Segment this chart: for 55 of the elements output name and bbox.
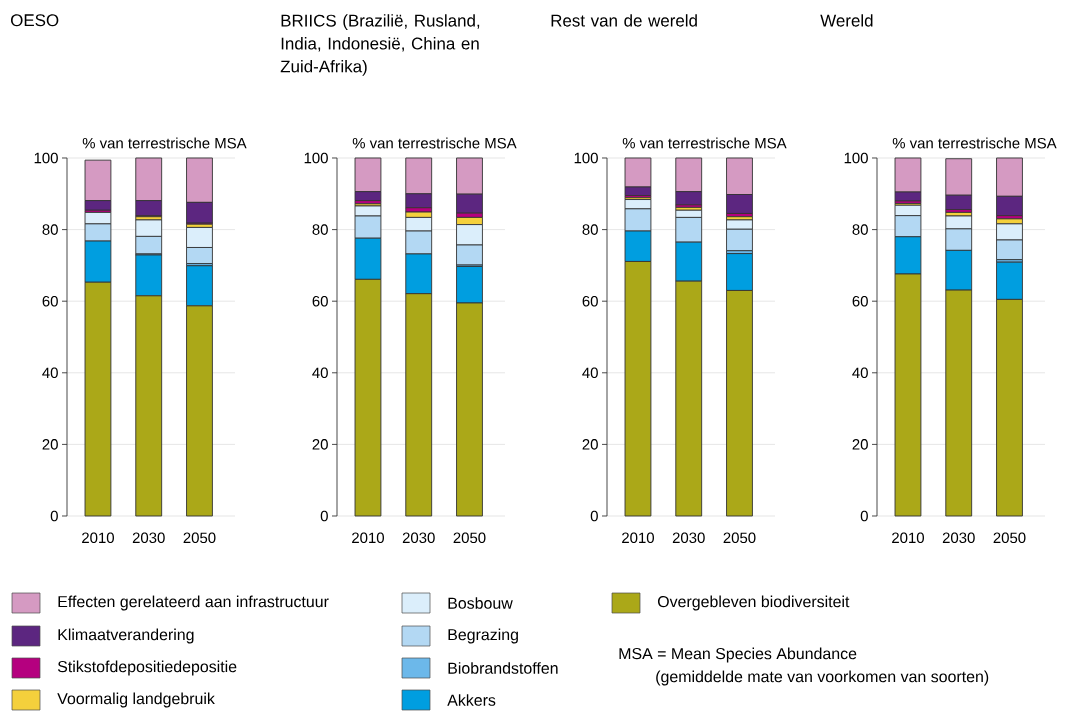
x-tick-label: 2010 (82, 532, 114, 544)
x-tick-label: 2030 (132, 532, 165, 544)
x-tick-label: 2050 (453, 532, 486, 544)
y-tick-label: 80 (582, 224, 598, 235)
y-tick-label: 60 (312, 295, 328, 307)
chart-title: Rest van de wereld (551, 14, 697, 27)
y-tick-label: 80 (312, 224, 328, 235)
x-tick-label: 2010 (892, 532, 924, 544)
y-axis-title: % van terrestrische MSA (892, 137, 1057, 149)
legend-label: Bosbouw (448, 597, 513, 609)
x-tick-label: 2050 (993, 532, 1026, 544)
legend-label: Begrazing (448, 628, 518, 644)
chart-title: BRIICS (Brazilië, Rusland, India, Indonesië, China en Zuid-Afrika) (280, 14, 480, 76)
y-tick-label: 0 (320, 510, 328, 522)
legend-label: Effecten gerelateerd aan infrastructuur (58, 595, 329, 611)
y-tick-label: 60 (582, 295, 598, 307)
y-axis-title: % van terrestrische MSA (352, 137, 517, 149)
y-tick-label: 80 (42, 224, 58, 235)
x-tick-label: 2050 (183, 532, 216, 544)
y-tick-label: 100 (844, 152, 868, 164)
x-tick-label: 2030 (942, 532, 975, 544)
y-tick-label: 80 (852, 224, 868, 235)
y-tick-label: 0 (50, 510, 58, 522)
y-tick-label: 20 (582, 439, 598, 450)
y-tick-label: 20 (852, 439, 868, 450)
y-tick-label: 40 (852, 367, 868, 379)
x-tick-label: 2050 (723, 532, 756, 544)
y-tick-label: 100 (574, 152, 598, 164)
y-tick-label: 100 (304, 152, 328, 164)
text: MSA = Mean Species Abundance (619, 647, 857, 663)
y-tick-label: 20 (42, 439, 58, 450)
x-tick-label: 2030 (402, 532, 435, 544)
chart-title: OESO (11, 14, 59, 27)
legend-label: Biobrandstoffen (448, 662, 558, 674)
y-axis-title: % van terrestrische MSA (622, 137, 787, 149)
legend-label: Akkers (447, 694, 496, 706)
legend-label: Voormalig landgebruik (57, 692, 215, 708)
y-tick-label: 40 (312, 367, 328, 379)
y-tick-label: 0 (590, 510, 598, 522)
y-tick-label: 20 (312, 439, 328, 450)
y-tick-label: 60 (42, 295, 58, 307)
y-tick-label: 0 (860, 510, 868, 522)
y-tick-label: 40 (582, 367, 598, 379)
x-tick-label: 2010 (352, 532, 384, 544)
y-tick-label: 100 (34, 152, 58, 164)
chart-title: Wereld (820, 14, 873, 27)
legend-label: Stikstofdepositiedepositie (57, 660, 237, 676)
y-axis-title: % van terrestrische MSA (82, 137, 247, 149)
y-tick-label: 40 (42, 367, 58, 379)
legend-label: Klimaatverandering (58, 628, 194, 644)
x-tick-label: 2010 (622, 532, 654, 544)
x-tick-label: 2030 (672, 532, 705, 544)
y-tick-label: 60 (852, 295, 868, 307)
legend-label: Overgebleven biodiversiteit (657, 595, 850, 611)
text: (gemiddelde mate van voorkomen van soorten) (656, 670, 989, 686)
